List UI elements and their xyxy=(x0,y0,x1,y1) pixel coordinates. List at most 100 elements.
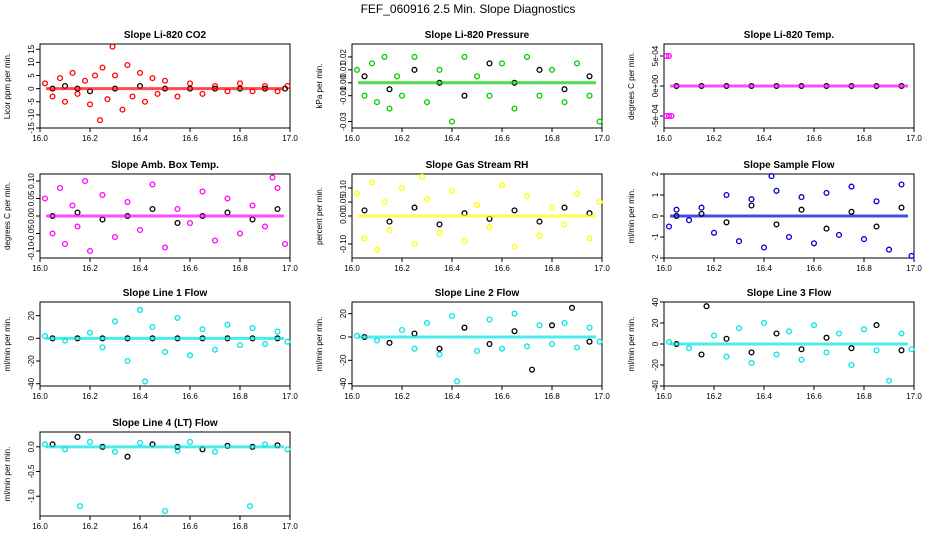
data-point xyxy=(573,60,581,67)
data-point xyxy=(49,230,56,237)
y-tick-label: -0.5 xyxy=(27,464,36,478)
data-point-selected xyxy=(823,334,830,341)
data-point xyxy=(685,345,693,352)
data-point-selected xyxy=(773,221,780,228)
x-tick-label: 16.8 xyxy=(232,134,248,143)
data-point xyxy=(76,503,84,510)
data-point xyxy=(281,240,289,248)
y-tick-label: 1 xyxy=(651,192,660,197)
data-point xyxy=(473,347,481,355)
y-tick-label: 0e+00 xyxy=(651,74,660,97)
data-point xyxy=(199,90,206,97)
panel-title: Slope Li-820 Pressure xyxy=(425,30,530,41)
y-tick-label: -1.0 xyxy=(27,489,36,503)
data-point-selected xyxy=(99,216,106,223)
data-point xyxy=(723,353,730,360)
data-point-selected xyxy=(74,433,81,440)
data-point xyxy=(735,238,743,245)
y-axis-label: degrees C per min. xyxy=(627,52,636,120)
y-tick-label: -20 xyxy=(339,354,348,366)
x-tick-label: 16.2 xyxy=(706,392,722,401)
data-point xyxy=(823,189,830,196)
data-point-selected xyxy=(486,340,493,348)
x-tick-label: 16.2 xyxy=(82,134,98,143)
data-point xyxy=(498,60,506,67)
x-tick-label: 16.8 xyxy=(856,264,872,273)
data-point-selected xyxy=(798,346,805,353)
x-tick-label: 16.8 xyxy=(544,134,560,143)
data-point-selected xyxy=(548,322,556,329)
data-point xyxy=(136,69,144,76)
data-point xyxy=(99,64,106,71)
x-tick-label: 16.4 xyxy=(756,264,772,273)
x-tick-label: 16.8 xyxy=(856,134,872,143)
x-tick-label: 16.8 xyxy=(544,392,560,401)
data-point xyxy=(885,377,893,384)
data-point xyxy=(548,340,556,348)
chart-panel-2: Slope Li-820 Pressure kPa per min. 16.0 16.… xyxy=(315,30,610,143)
data-point-selected xyxy=(873,223,880,230)
x-tick-label: 16.4 xyxy=(444,134,460,143)
x-tick-label: 16.6 xyxy=(182,134,198,143)
data-point xyxy=(119,106,126,113)
y-tick-label: 0 xyxy=(651,341,660,346)
data-point xyxy=(810,240,818,247)
panel-title: Slope Line 4 (LT) Flow xyxy=(112,418,218,429)
y-tick-label: -2 xyxy=(651,254,660,262)
data-point xyxy=(161,508,169,515)
data-point xyxy=(124,198,131,206)
data-point xyxy=(236,80,244,87)
data-point xyxy=(81,177,89,185)
data-point xyxy=(573,344,581,351)
x-tick-label: 16.6 xyxy=(806,392,822,401)
data-point xyxy=(149,323,156,331)
data-point xyxy=(785,328,793,335)
data-point xyxy=(249,202,256,209)
data-point xyxy=(69,69,76,76)
y-axis-label: ml/min per min. xyxy=(627,189,636,244)
data-point xyxy=(898,330,905,337)
data-point xyxy=(486,316,493,323)
y-tick-label: -20 xyxy=(651,359,660,371)
data-point xyxy=(91,72,99,79)
data-point xyxy=(269,174,276,181)
data-point xyxy=(760,244,768,251)
data-point xyxy=(186,352,194,359)
data-point xyxy=(236,342,244,349)
data-point-selected xyxy=(703,303,710,310)
y-tick-label: 0 xyxy=(651,213,660,218)
x-tick-label: 17.0 xyxy=(282,264,298,273)
data-point xyxy=(86,101,94,108)
data-point xyxy=(596,198,603,206)
data-point xyxy=(211,346,219,353)
data-point-selected xyxy=(436,345,443,352)
data-point-selected xyxy=(149,205,156,213)
data-point xyxy=(908,346,915,353)
data-point xyxy=(453,378,461,385)
data-point-selected xyxy=(124,453,131,460)
data-point xyxy=(186,219,194,227)
data-point xyxy=(161,244,169,251)
x-tick-label: 16.2 xyxy=(394,134,410,143)
data-point xyxy=(860,326,868,333)
data-point xyxy=(111,233,119,241)
data-point xyxy=(124,357,131,365)
data-point xyxy=(246,503,254,510)
data-point xyxy=(174,314,181,321)
data-point xyxy=(665,112,673,120)
data-point xyxy=(498,182,506,189)
data-point xyxy=(536,232,543,239)
data-point xyxy=(398,184,406,192)
x-tick-label: 16.4 xyxy=(444,264,460,273)
y-tick-label: 0.0 xyxy=(27,441,36,453)
data-point xyxy=(186,80,194,87)
x-tick-label: 17.0 xyxy=(282,134,298,143)
data-point xyxy=(99,344,106,351)
data-point xyxy=(124,61,131,69)
data-point-selected xyxy=(386,218,393,225)
data-point xyxy=(141,378,149,385)
data-point xyxy=(561,99,568,106)
plot-frame xyxy=(39,431,291,517)
y-tick-label: -0.10 xyxy=(27,241,36,260)
